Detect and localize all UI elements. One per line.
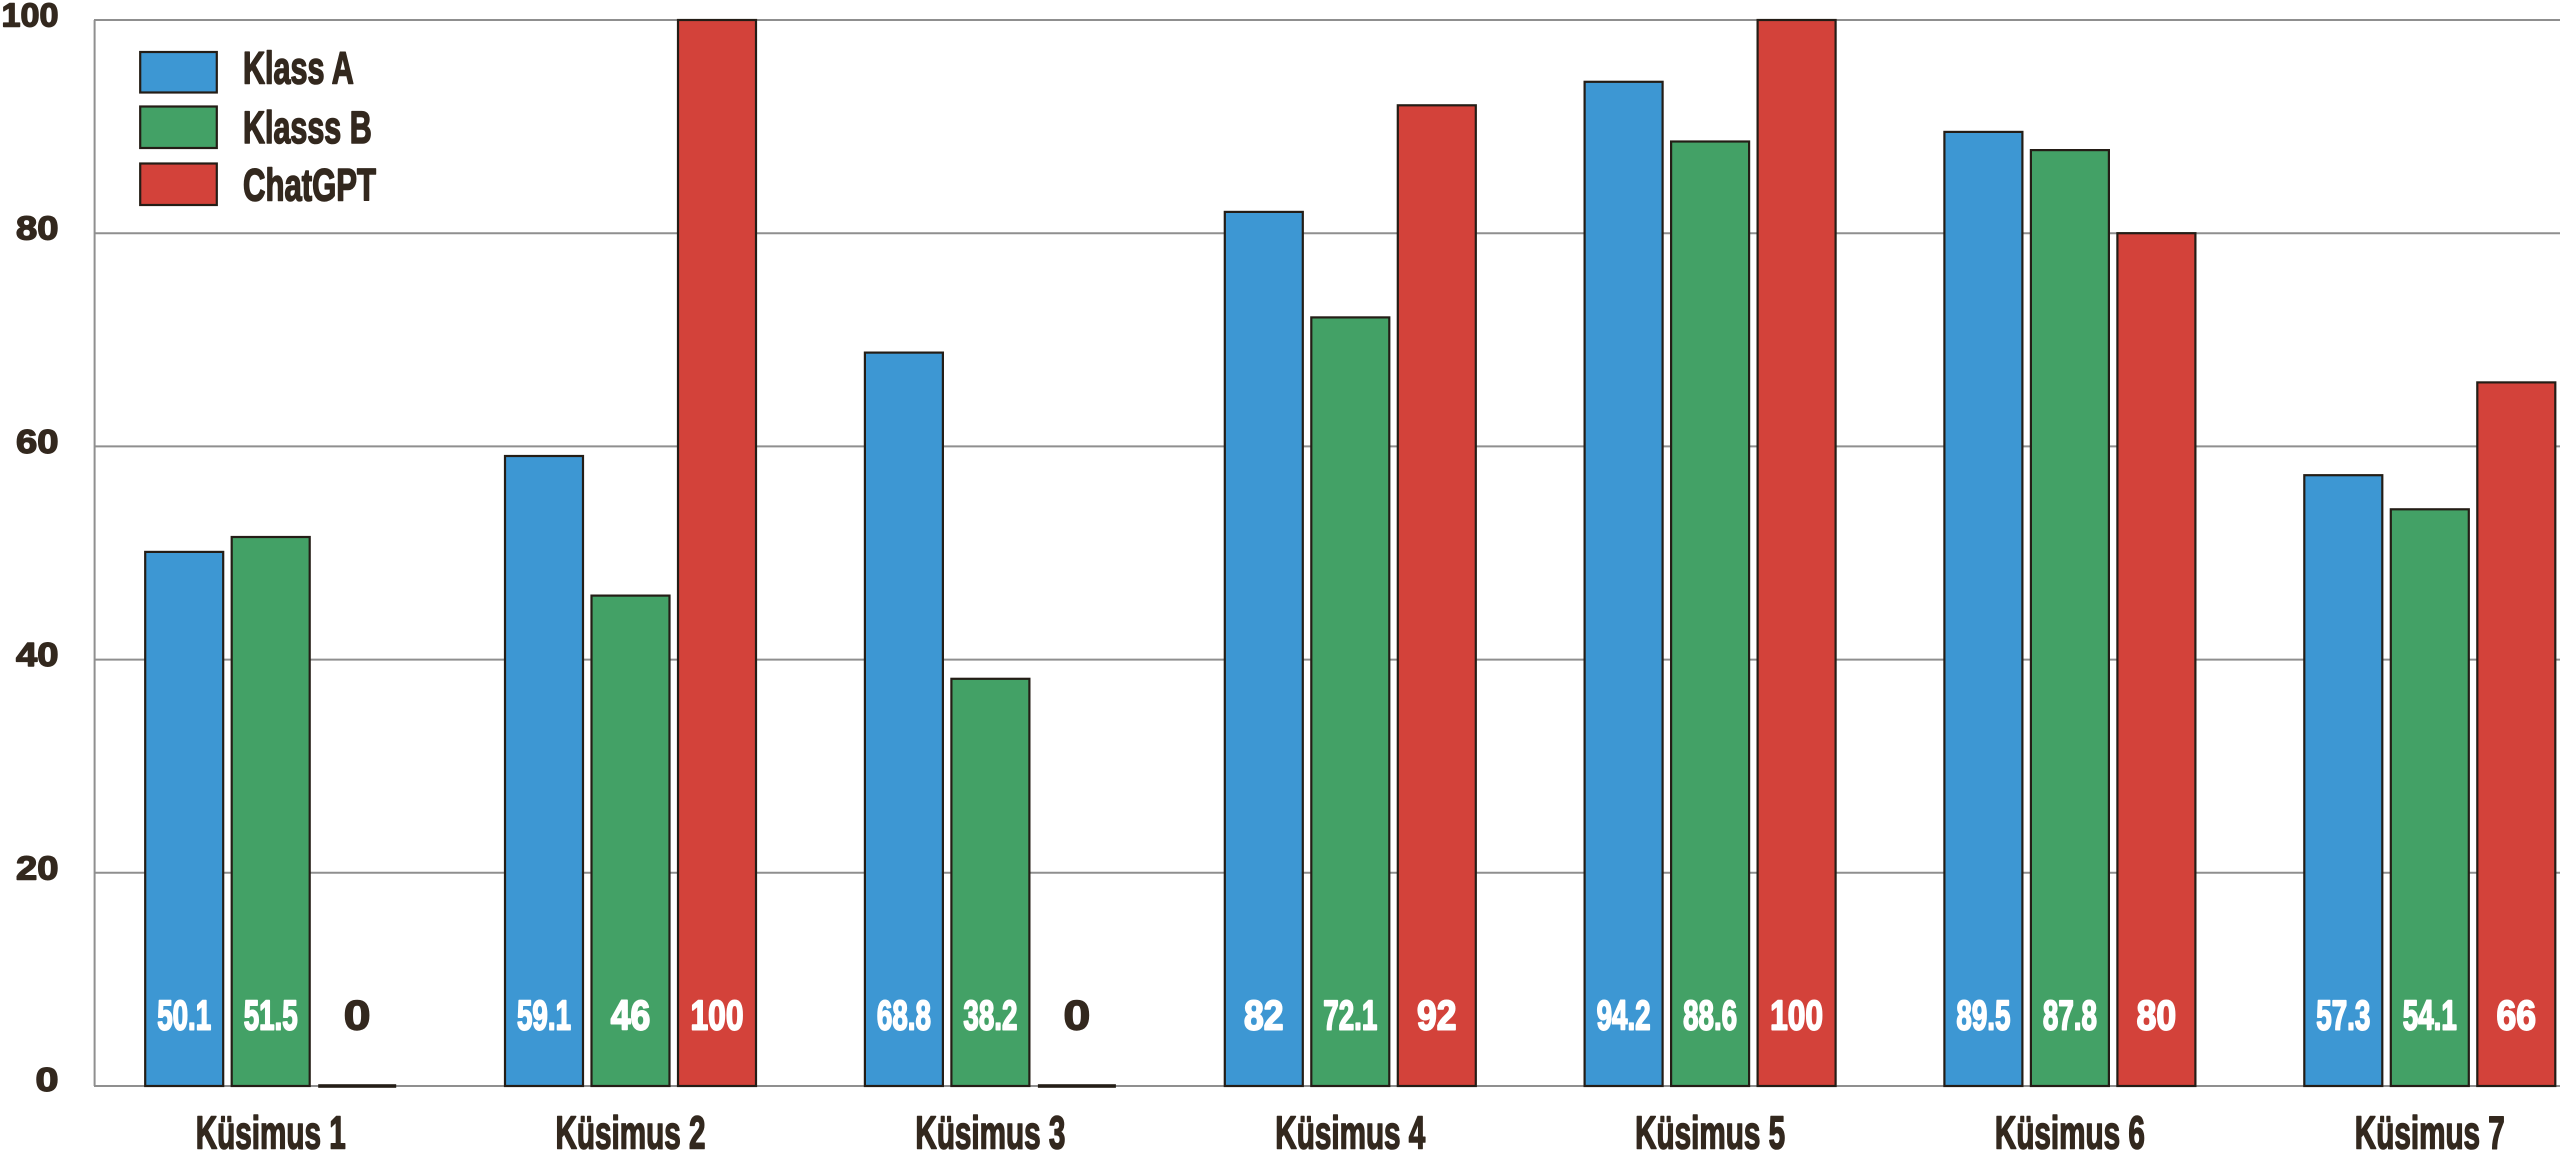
svg-text:57.3: 57.3 <box>2316 992 2370 1039</box>
svg-text:100: 100 <box>1770 992 1823 1039</box>
svg-text:92: 92 <box>1417 992 1457 1039</box>
svg-text:87.8: 87.8 <box>2043 992 2097 1039</box>
svg-text:Küsimus 2: Küsimus 2 <box>556 1107 706 1156</box>
svg-text:Küsimus 1: Küsimus 1 <box>196 1107 346 1156</box>
svg-text:20: 20 <box>16 849 59 886</box>
svg-text:Küsimus 5: Küsimus 5 <box>1635 1107 1785 1156</box>
svg-text:66: 66 <box>2497 992 2537 1039</box>
svg-text:ChatGPT: ChatGPT <box>243 159 376 210</box>
svg-text:46: 46 <box>611 992 651 1039</box>
svg-text:80: 80 <box>16 210 59 247</box>
svg-text:Klasss B: Klasss B <box>243 102 372 153</box>
svg-text:54.1: 54.1 <box>2403 992 2457 1039</box>
svg-text:100: 100 <box>2 0 59 34</box>
svg-text:Klass A: Klass A <box>243 42 354 93</box>
svg-text:0: 0 <box>344 992 371 1039</box>
svg-text:40: 40 <box>16 636 59 673</box>
svg-text:Küsimus 3: Küsimus 3 <box>915 1107 1065 1156</box>
svg-text:80: 80 <box>2137 992 2177 1039</box>
svg-text:Küsimus 4: Küsimus 4 <box>1275 1107 1425 1156</box>
svg-text:60: 60 <box>16 423 59 460</box>
svg-text:51.5: 51.5 <box>244 992 298 1039</box>
svg-text:59.1: 59.1 <box>517 992 571 1039</box>
svg-text:Küsimus 6: Küsimus 6 <box>1995 1107 2145 1156</box>
svg-text:100: 100 <box>691 992 744 1039</box>
svg-text:94.2: 94.2 <box>1597 992 1651 1039</box>
svg-text:0: 0 <box>36 1061 59 1098</box>
svg-text:50.1: 50.1 <box>157 992 211 1039</box>
svg-text:68.8: 68.8 <box>877 992 931 1039</box>
svg-text:89.5: 89.5 <box>1956 992 2010 1039</box>
svg-text:0: 0 <box>1063 992 1090 1039</box>
svg-text:72.1: 72.1 <box>1323 992 1377 1039</box>
svg-text:88.6: 88.6 <box>1683 992 1737 1039</box>
svg-text:82: 82 <box>1244 992 1284 1039</box>
svg-text:38.2: 38.2 <box>963 992 1017 1039</box>
svg-text:Küsimus 7: Küsimus 7 <box>2355 1107 2505 1156</box>
